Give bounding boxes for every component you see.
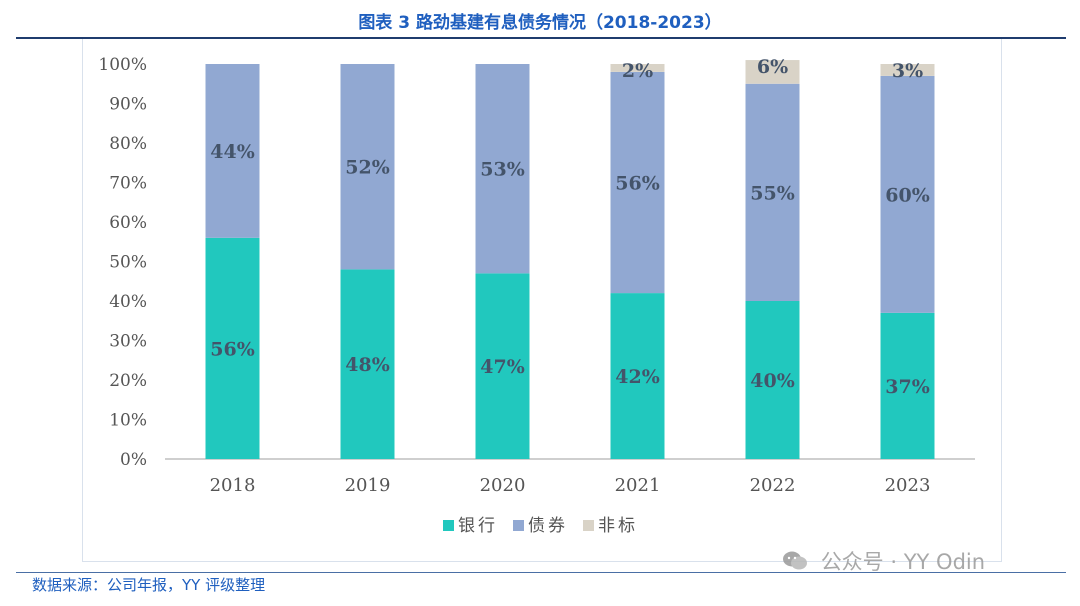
watermark: 公众号 · YY Odin [782,546,985,577]
legend-swatch-银行 [443,520,454,531]
data-label: 2% [622,60,653,82]
y-tick-label: 90% [109,95,147,115]
y-tick-label: 10% [109,411,147,431]
bar-segment-2023-银行 [880,312,935,459]
y-tick-label: 50% [109,253,147,273]
legend-label-债券: 债券 [528,516,568,536]
bar-segment-2023-债券 [880,75,935,313]
bar-segment-2020-银行 [475,273,530,459]
x-tick-label: 2020 [480,475,526,496]
data-label: 60% [885,184,930,206]
chart-frame [82,39,1002,562]
y-tick-label: 0% [120,450,147,470]
y-tick-label: 60% [109,213,147,233]
bar-segment-2021-非标 [610,64,665,72]
data-label: 56% [615,173,660,195]
bar-segment-2020-债券 [475,64,530,274]
bar-segment-2022-债券 [745,83,800,301]
x-tick-label: 2022 [750,475,796,496]
bottom-rule [16,572,1066,573]
data-label: 56% [210,338,255,360]
wechat-icon [782,550,808,577]
bar-segment-2021-债券 [610,71,665,294]
x-tick-label: 2021 [615,475,661,496]
x-tick-label: 2023 [885,475,931,496]
bar-segment-2018-银行 [205,237,260,459]
chart-title: 图表 3 路劲基建有息债务情况（2018-2023） [358,13,722,33]
legend-swatch-债券 [513,520,524,531]
bar-segment-2022-非标 [745,60,800,84]
bar-segment-2019-债券 [340,64,395,270]
data-label: 52% [345,157,390,179]
legend-swatch-非标 [583,520,594,531]
watermark-text: 公众号 · YY Odin [820,550,986,574]
data-label: 44% [210,141,255,163]
y-tick-label: 30% [109,332,147,352]
x-tick-label: 2018 [210,475,256,496]
bar-segment-2023-非标 [880,64,935,76]
x-tick-label: 2019 [345,475,391,496]
data-label: 37% [885,376,930,398]
bar-segment-2019-银行 [340,269,395,459]
bar-segment-2021-银行 [610,293,665,459]
data-label: 40% [750,370,795,392]
y-tick-label: 80% [109,134,147,154]
data-source: 数据来源：公司年报，YY 评级整理 [32,576,266,594]
legend-label-银行: 银行 [458,516,498,536]
y-tick-label: 100% [98,55,147,75]
data-label: 3% [892,60,923,82]
data-label: 48% [345,354,390,376]
data-label: 47% [480,356,525,378]
data-label: 55% [750,182,795,204]
data-label: 42% [615,366,660,388]
y-tick-label: 40% [109,292,147,312]
data-label: 53% [480,159,525,181]
y-tick-label: 70% [109,174,147,194]
legend-label-非标: 非标 [598,516,638,536]
data-label: 6% [757,56,788,78]
y-tick-label: 20% [109,371,147,391]
bar-segment-2022-银行 [745,301,800,459]
bar-segment-2018-债券 [205,64,260,238]
top-rule [16,37,1066,39]
